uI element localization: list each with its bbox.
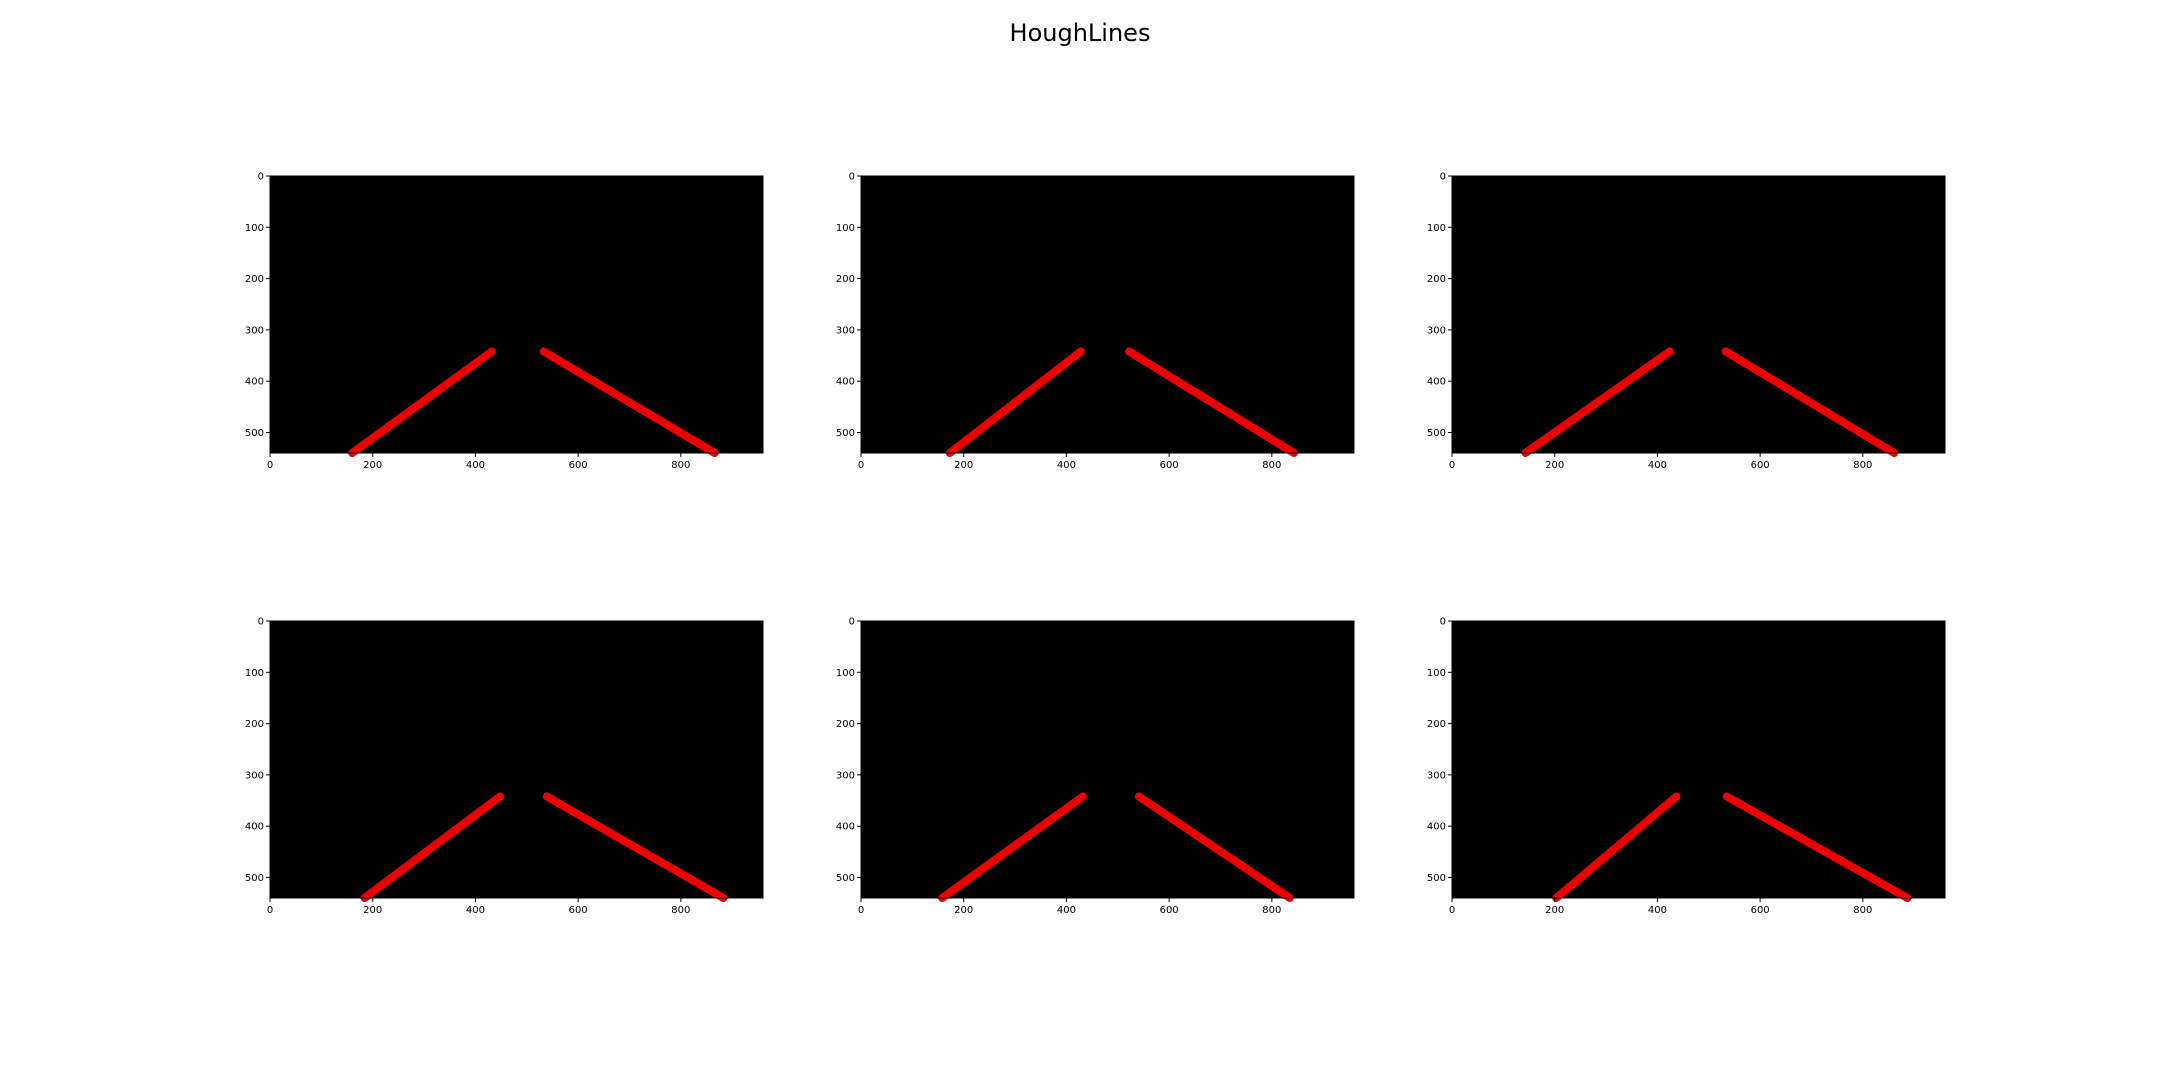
x-tick-label: 600	[1751, 905, 1770, 916]
hough-line-segment-2	[539, 347, 719, 457]
axes-frame	[269, 175, 764, 454]
y-tick-label: 200	[245, 719, 264, 730]
y-tick-label: 400	[1427, 822, 1446, 833]
x-tick-label: 200	[1545, 460, 1564, 471]
hough-line-segment-2	[542, 792, 728, 902]
hough-line-segment-2	[1134, 792, 1294, 902]
x-tick-label: 0	[1449, 905, 1455, 916]
y-tick-label: 300	[836, 770, 855, 781]
x-tick-label: 400	[1057, 905, 1076, 916]
figure-title: HoughLines	[1010, 19, 1151, 47]
x-tick-label: 200	[954, 905, 973, 916]
axes-frame	[860, 175, 1355, 454]
image-area	[861, 621, 1354, 898]
y-tick-label: 100	[1427, 668, 1446, 679]
x-tick-label: 0	[267, 460, 273, 471]
y-tick-label: 400	[1427, 377, 1446, 388]
x-tick-label: 400	[466, 905, 485, 916]
y-tick-label: 100	[245, 223, 264, 234]
y-tick-label: 100	[836, 223, 855, 234]
y-tick-label: 300	[836, 325, 855, 336]
y-tick-label: 0	[849, 617, 855, 628]
subplot-5: 0 200 400 600 800 0 100 200 300 400 500	[836, 617, 1355, 916]
y-tick-label: 500	[836, 428, 855, 439]
x-tick-label: 800	[1853, 460, 1872, 471]
x-tick-label: 800	[671, 460, 690, 471]
subplot-6: 0 200 400 600 800 0 100 200 300 400 500	[1427, 617, 1946, 916]
y-tick-label: 300	[245, 770, 264, 781]
y-tick-label: 300	[1427, 325, 1446, 336]
x-tick-label: 600	[1751, 460, 1770, 471]
x-tick-label: 600	[569, 460, 588, 471]
x-tick-label: 800	[1262, 905, 1281, 916]
x-tick-label: 0	[858, 460, 864, 471]
hough-line-segment-1	[945, 347, 1085, 457]
hough-line-segment-1	[1552, 792, 1681, 902]
x-tick-label: 400	[1057, 460, 1076, 471]
x-tick-label: 800	[1853, 905, 1872, 916]
y-tick-label: 200	[836, 719, 855, 730]
y-tick-label: 0	[258, 617, 264, 628]
x-tick-label: 800	[671, 905, 690, 916]
hough-line-segment-1	[360, 792, 505, 902]
subplot-3: 0 200 400 600 800 0 100 200 300 400 500	[1427, 172, 1946, 471]
hough-line-segment-1	[938, 792, 1087, 902]
image-area	[1452, 176, 1945, 453]
y-tick-label: 0	[1440, 617, 1446, 628]
y-tick-label: 400	[836, 822, 855, 833]
y-tick-label: 500	[1427, 873, 1446, 884]
y-tick-label: 300	[1427, 770, 1446, 781]
y-tick-label: 500	[245, 428, 264, 439]
x-tick-label: 0	[267, 905, 273, 916]
y-tick-label: 0	[849, 172, 855, 183]
subplot-1: 0 200 400 600 800 0 100 200 300 400 500	[245, 172, 764, 471]
hough-line-segment-1	[1521, 347, 1674, 457]
hough-line-segment-1	[348, 347, 496, 457]
x-tick-label: 200	[363, 460, 382, 471]
y-tick-label: 400	[245, 377, 264, 388]
axes-frame	[1451, 620, 1946, 899]
x-tick-label: 600	[1160, 460, 1179, 471]
y-tick-label: 200	[245, 274, 264, 285]
axes-frame	[269, 620, 764, 899]
image-area	[1452, 621, 1945, 898]
y-tick-label: 200	[836, 274, 855, 285]
y-tick-label: 100	[836, 668, 855, 679]
x-tick-label: 400	[1648, 905, 1667, 916]
y-tick-label: 500	[1427, 428, 1446, 439]
hough-line-segment-2	[1721, 347, 1899, 457]
y-tick-label: 400	[245, 822, 264, 833]
x-tick-label: 400	[466, 460, 485, 471]
y-tick-label: 300	[245, 325, 264, 336]
x-tick-label: 200	[363, 905, 382, 916]
axes-frame	[1451, 175, 1946, 454]
y-tick-label: 500	[836, 873, 855, 884]
y-tick-label: 200	[1427, 274, 1446, 285]
x-tick-label: 600	[569, 905, 588, 916]
subplot-2: 0 200 400 600 800 0 100 200 300 400 500	[836, 172, 1355, 471]
x-tick-label: 400	[1648, 460, 1667, 471]
y-tick-label: 100	[245, 668, 264, 679]
x-tick-label: 800	[1262, 460, 1281, 471]
y-tick-label: 500	[245, 873, 264, 884]
x-tick-label: 200	[954, 460, 973, 471]
y-tick-label: 100	[1427, 223, 1446, 234]
x-tick-label: 0	[858, 905, 864, 916]
image-area	[270, 621, 763, 898]
x-tick-label: 600	[1160, 905, 1179, 916]
subplot-4: 0 200 400 600 800 0 100 200 300 400 500	[245, 617, 764, 916]
y-tick-label: 0	[1440, 172, 1446, 183]
hough-line-segment-2	[1125, 347, 1298, 457]
y-tick-label: 200	[1427, 719, 1446, 730]
y-tick-label: 400	[836, 377, 855, 388]
axes-frame	[860, 620, 1355, 899]
hough-line-segment-2	[1722, 792, 1912, 902]
image-area	[270, 176, 763, 453]
x-tick-label: 200	[1545, 905, 1564, 916]
y-tick-label: 0	[258, 172, 264, 183]
x-tick-label: 0	[1449, 460, 1455, 471]
image-area	[861, 176, 1354, 453]
subplot-grid: 0 200 400 600 800 0 100 200 300 400 500 0 200 400 600 8…	[245, 172, 1946, 916]
